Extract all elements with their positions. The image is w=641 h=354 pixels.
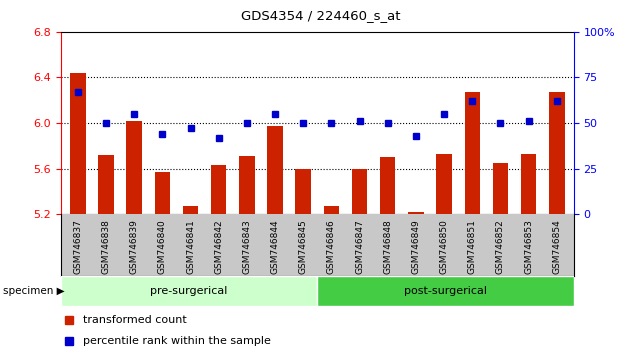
Text: GSM746844: GSM746844 <box>271 219 279 274</box>
Text: GSM746852: GSM746852 <box>496 219 505 274</box>
Bar <box>61 276 317 306</box>
Bar <box>267 126 283 214</box>
Bar <box>493 163 508 214</box>
Bar <box>465 92 480 214</box>
Bar <box>317 276 574 306</box>
Bar <box>70 73 85 214</box>
Text: post-surgerical: post-surgerical <box>404 286 487 296</box>
Text: GSM746837: GSM746837 <box>73 219 82 274</box>
Bar <box>521 154 537 214</box>
Text: GSM746848: GSM746848 <box>383 219 392 274</box>
Text: pre-surgerical: pre-surgerical <box>151 286 228 296</box>
Text: transformed count: transformed count <box>83 315 187 325</box>
Bar <box>380 157 395 214</box>
Text: GSM746845: GSM746845 <box>299 219 308 274</box>
Bar <box>154 172 170 214</box>
Text: GSM746838: GSM746838 <box>101 219 110 274</box>
Text: GSM746843: GSM746843 <box>242 219 251 274</box>
Text: GSM746847: GSM746847 <box>355 219 364 274</box>
Text: GSM746841: GSM746841 <box>186 219 195 274</box>
Bar <box>296 169 311 214</box>
Bar <box>324 206 339 214</box>
Text: GSM746842: GSM746842 <box>214 219 223 274</box>
Bar <box>183 206 198 214</box>
Bar <box>352 169 367 214</box>
Bar <box>211 165 226 214</box>
Bar <box>408 212 424 214</box>
Bar <box>437 154 452 214</box>
Text: GSM746853: GSM746853 <box>524 219 533 274</box>
Bar <box>549 92 565 214</box>
Text: GSM746846: GSM746846 <box>327 219 336 274</box>
Text: GSM746851: GSM746851 <box>468 219 477 274</box>
Bar <box>98 155 113 214</box>
Bar <box>126 121 142 214</box>
Text: percentile rank within the sample: percentile rank within the sample <box>83 336 271 346</box>
Text: GDS4354 / 224460_s_at: GDS4354 / 224460_s_at <box>241 9 400 22</box>
Text: GSM746854: GSM746854 <box>553 219 562 274</box>
Text: GSM746840: GSM746840 <box>158 219 167 274</box>
Text: GSM746850: GSM746850 <box>440 219 449 274</box>
Bar <box>239 156 254 214</box>
Text: specimen ▶: specimen ▶ <box>3 286 65 296</box>
Text: GSM746849: GSM746849 <box>412 219 420 274</box>
Text: GSM746839: GSM746839 <box>129 219 138 274</box>
